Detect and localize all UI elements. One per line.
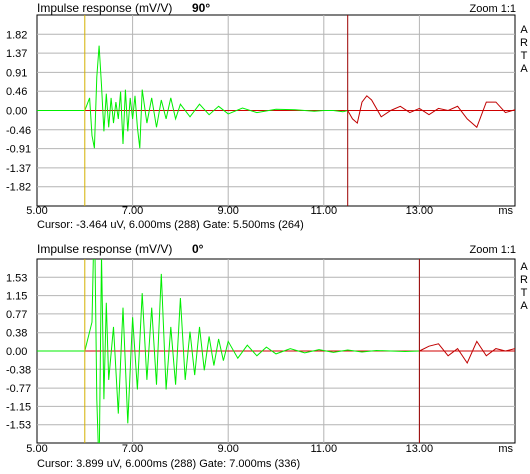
y-tick-label: 0.00 <box>6 346 27 358</box>
arta-label: A R T A <box>519 261 529 313</box>
cursor-info: Cursor: -3.464 uV, 6.000ms (288) Gate: 5… <box>37 219 304 231</box>
y-tick-label: 1.82 <box>6 29 27 41</box>
impulse-plot-90[interactable]: 1.82 1.37 0.91 0.46 0.00 -0.46 -0.91 -1.37 -1.82… <box>0 0 530 237</box>
y-tick-label: -0.91 <box>6 144 31 156</box>
zoom-label[interactable]: Zoom 1:1 <box>469 3 516 15</box>
x-tick-label: 13.00 <box>406 205 434 217</box>
y-tick-label: 1.15 <box>6 291 27 303</box>
x-tick-label: 13.00 <box>406 443 434 455</box>
impulse-panel-90: Impulse response (mV/V) 90° Zoom 1:1 A R… <box>0 0 530 237</box>
arta-letter: A <box>520 300 528 312</box>
impulse-trace-out-of-gate <box>347 95 515 129</box>
impulse-trace-in-gate <box>37 45 348 149</box>
y-tick-label: 1.37 <box>6 48 27 60</box>
y-tick-label: -0.77 <box>6 383 31 395</box>
y-tick-label: 0.38 <box>6 328 27 340</box>
arta-letter: T <box>520 50 528 62</box>
y-tick-label: 0.46 <box>6 86 27 98</box>
arta-letter: T <box>520 287 528 299</box>
chart-angle: 90° <box>192 1 211 15</box>
y-tick-label: -0.46 <box>6 125 31 137</box>
arta-letter: A <box>520 63 528 75</box>
cursor-info: Cursor: 3.899 uV, 6.000ms (288) Gate: 7.… <box>37 458 301 470</box>
y-tick-label: 0.77 <box>6 309 27 321</box>
y-tick-label: 0.00 <box>6 106 27 118</box>
impulse-plot-0[interactable]: 1.53 1.15 0.77 0.38 0.00 -0.38 -0.77 -1.15 -1.53… <box>0 237 530 474</box>
zoom-label[interactable]: Zoom 1:1 <box>469 244 516 256</box>
x-tick-label: 5.00 <box>26 443 47 455</box>
x-tick-label: 11.00 <box>310 205 337 217</box>
chart-angle: 0° <box>192 242 204 256</box>
arta-letter: A <box>520 261 528 273</box>
y-tick-label: -1.15 <box>6 401 31 413</box>
x-tick-label: 11.00 <box>310 443 337 455</box>
impulse-trace-out-of-gate <box>419 340 515 365</box>
impulse-trace-in-gate <box>37 259 420 443</box>
y-tick-label: -1.53 <box>6 420 31 432</box>
x-tick-label: 7.00 <box>122 443 143 455</box>
x-tick-label: 5.00 <box>26 205 47 217</box>
x-tick-label: 9.00 <box>217 205 238 217</box>
y-tick-label: 0.91 <box>6 67 27 79</box>
chart-title: Impulse response (mV/V) <box>37 242 173 256</box>
arta-label: A R T A <box>519 24 529 76</box>
y-tick-label: -1.37 <box>6 163 31 175</box>
x-unit-label: ms <box>498 205 513 217</box>
arta-letter: R <box>520 274 528 286</box>
x-tick-label: 9.00 <box>217 443 238 455</box>
x-unit-label: ms <box>498 443 513 455</box>
arta-letter: A <box>520 24 528 36</box>
x-tick-label: 7.00 <box>122 205 143 217</box>
impulse-panel-0: Impulse response (mV/V) 0° Zoom 1:1 A R … <box>0 237 530 474</box>
y-tick-label: -1.82 <box>6 182 31 194</box>
y-tick-label: -0.38 <box>6 364 31 376</box>
arta-letter: R <box>520 37 528 49</box>
chart-title: Impulse response (mV/V) <box>37 1 173 15</box>
y-tick-label: 1.53 <box>6 272 27 284</box>
